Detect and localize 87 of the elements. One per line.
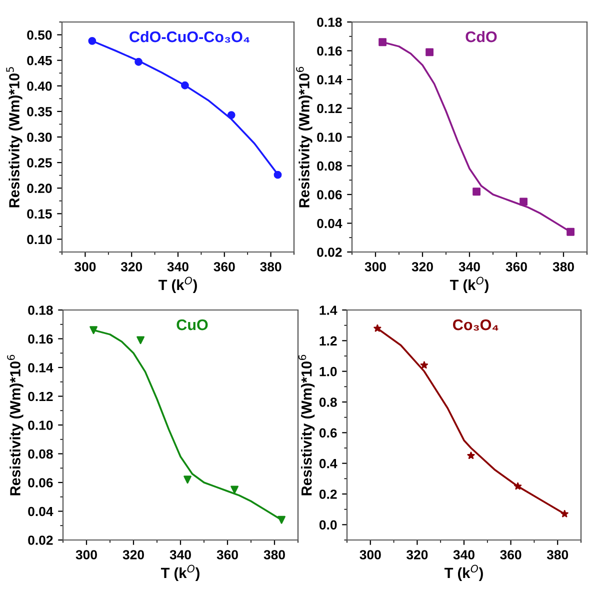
x-tick-label: 360	[216, 550, 238, 560]
y-tick-label: 0.6	[319, 428, 337, 438]
y-tick-label: 0.14	[28, 363, 54, 372]
x-tick-label: 300	[76, 550, 97, 560]
y-tick-label: 1.2	[320, 336, 337, 346]
y-tick-label: 0.4	[319, 458, 338, 468]
y-tick-label: 0.16	[28, 334, 53, 344]
x-tick-label: 360	[214, 262, 235, 272]
point	[472, 188, 480, 196]
point	[420, 361, 428, 369]
x-tick-label: 320	[120, 262, 142, 272]
chart-title: CuO	[176, 319, 208, 330]
y-axis-title: Resistivity (Wm)*10$^{5}$	[6, 67, 22, 208]
chart-title: CdO	[466, 30, 497, 42]
x-axis-title: T (k$^{O}$)	[450, 276, 488, 293]
y-tick-label: 0.16	[317, 46, 342, 56]
x-tick-label: 360	[506, 262, 527, 272]
point	[88, 36, 96, 45]
y-tick-label: 0.10	[317, 132, 342, 142]
y-tick-label: 0.2	[319, 490, 337, 499]
x-tick-label: 340	[167, 262, 188, 272]
y-tick-label: 0.04	[28, 506, 54, 516]
y-tick-label: 0.10	[28, 420, 53, 430]
x-tick-label: 320	[412, 262, 433, 272]
point	[181, 81, 189, 90]
point	[278, 516, 286, 524]
y-tick-label: 0.10	[27, 234, 52, 244]
y-tick-label: 0.08	[317, 161, 342, 171]
x-tick-label: 320	[122, 550, 144, 560]
y-tick-label: 0.02	[317, 248, 342, 257]
y-tick-label: 0.0	[319, 520, 337, 530]
y-tick-label: 0.08	[28, 449, 53, 459]
point	[514, 482, 522, 490]
point	[426, 48, 434, 56]
point	[467, 452, 475, 459]
x-tick-label: 340	[458, 262, 480, 272]
y-tick-label: 0.18	[317, 18, 342, 27]
y-tick-label: 0.15	[27, 209, 52, 219]
x-tick-label: 320	[406, 550, 428, 560]
x-axis-title: T (k$^{O}$)	[158, 276, 197, 293]
x-tick-label: 380	[264, 550, 285, 560]
point	[90, 326, 98, 334]
y-tick-label: 0.12	[317, 104, 342, 114]
x-axis-title: T (k$^{O}$)	[444, 564, 483, 581]
y-tick-label: 1.0	[320, 366, 337, 376]
y-tick-label: 0.25	[27, 158, 52, 168]
y-tick-label: 0.30	[27, 132, 52, 142]
point	[566, 228, 574, 236]
point	[134, 58, 143, 66]
x-tick-label: 300	[360, 550, 381, 560]
y-tick-label: 0.45	[27, 56, 52, 66]
point	[230, 486, 238, 494]
y-tick-label: 0.06	[317, 190, 342, 200]
point	[378, 38, 386, 46]
y-tick-label: 0.02	[28, 536, 53, 545]
x-tick-label: 360	[500, 550, 522, 560]
y-tick-label: 0.8	[319, 398, 337, 407]
x-tick-label: 340	[453, 550, 474, 560]
point	[560, 510, 568, 518]
y-tick-label: 0.12	[28, 392, 53, 402]
point	[227, 111, 236, 119]
y-axis-title: Resistivity (Wm)*10$^{6}$	[296, 66, 312, 208]
y-tick-label: 1.4	[320, 306, 338, 315]
chart-title: Co₃O₄	[453, 319, 498, 331]
x-axis-title: T (k$^{O}$)	[160, 564, 200, 581]
x-tick-label: 380	[546, 550, 568, 560]
point	[274, 170, 282, 179]
y-tick-label: 0.18	[28, 306, 53, 315]
y-axis-title: Resistivity (Wm)*10$^{6}$	[298, 354, 315, 496]
x-tick-label: 340	[170, 550, 191, 560]
y-tick-label: 0.20	[27, 184, 52, 194]
y-tick-label: 0.35	[27, 107, 52, 116]
y-tick-label: 0.50	[27, 30, 52, 40]
y-tick-label: 0.06	[28, 478, 53, 488]
point	[184, 476, 192, 484]
point	[520, 198, 528, 206]
chart-title: CdO-CuO-Co₃O₄	[130, 30, 250, 43]
y-tick-label: 0.14	[317, 75, 342, 84]
y-axis-title: Resistivity (Wm)*10$^{6}$	[7, 354, 24, 496]
point	[136, 336, 144, 344]
y-tick-label: 0.40	[27, 81, 52, 91]
x-tick-label: 380	[260, 262, 282, 272]
x-tick-label: 300	[364, 262, 386, 272]
y-tick-label: 0.04	[317, 218, 342, 228]
point	[374, 324, 382, 332]
x-tick-label: 380	[552, 262, 574, 272]
x-tick-label: 300	[74, 262, 96, 272]
